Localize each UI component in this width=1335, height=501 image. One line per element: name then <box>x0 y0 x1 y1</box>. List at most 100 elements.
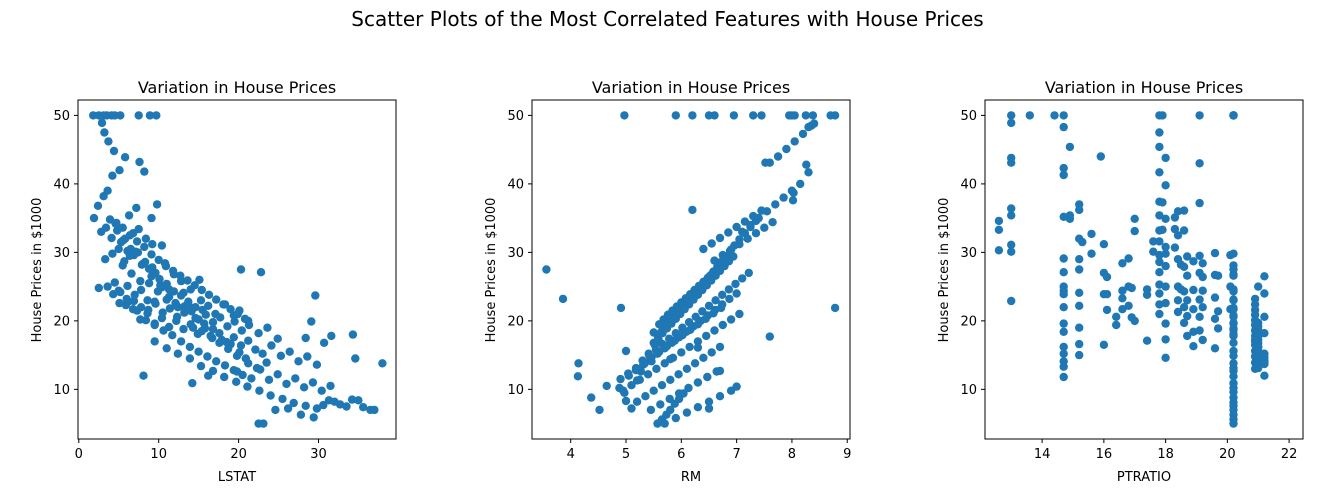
data-point <box>718 250 727 260</box>
data-point <box>616 374 625 384</box>
data-point <box>1229 249 1238 258</box>
data-point <box>1183 311 1192 321</box>
data-point <box>1099 240 1109 249</box>
data-point <box>1102 272 1112 282</box>
data-point <box>1112 312 1121 321</box>
data-point <box>125 231 135 240</box>
data-point <box>718 290 727 299</box>
data-point <box>342 402 351 411</box>
x-ticks: 0 10 20 30 <box>75 439 327 462</box>
data-point <box>1007 211 1016 220</box>
data-point <box>677 348 686 357</box>
data-point <box>134 111 143 120</box>
data-point <box>154 255 163 265</box>
data-point <box>779 193 788 202</box>
data-point <box>232 377 241 386</box>
data-point <box>104 137 113 146</box>
data-point <box>684 383 693 393</box>
data-point <box>693 403 703 412</box>
data-point <box>244 359 253 368</box>
data-point <box>264 375 274 384</box>
y-ticks: 10 20 30 40 50 <box>960 109 985 398</box>
data-point <box>139 371 148 380</box>
data-point <box>558 294 568 304</box>
data-point <box>1059 170 1068 180</box>
data-point <box>144 279 154 288</box>
data-point <box>1096 152 1106 161</box>
y-tick-label: 30 <box>507 246 524 261</box>
data-point <box>830 303 840 313</box>
data-point <box>1149 237 1158 246</box>
data-point <box>744 268 753 278</box>
data-point <box>710 111 719 120</box>
data-point <box>715 392 725 401</box>
data-point <box>159 326 168 335</box>
subplot-title: Variation in House Prices <box>1045 78 1243 97</box>
data-point <box>1179 226 1189 235</box>
data-point <box>351 354 360 363</box>
data-point <box>1059 349 1068 358</box>
data-point <box>703 372 712 382</box>
data-point <box>107 233 116 243</box>
data-point <box>809 119 819 128</box>
data-point <box>114 244 123 254</box>
data-point <box>150 337 159 346</box>
data-point <box>735 240 744 249</box>
data-point <box>208 318 218 327</box>
data-point <box>247 374 256 383</box>
data-point <box>771 200 780 209</box>
data-point <box>1149 247 1158 256</box>
data-point <box>1161 153 1170 163</box>
data-point <box>258 349 267 358</box>
data-point <box>704 301 714 310</box>
data-point <box>671 413 680 423</box>
data-point <box>674 370 683 379</box>
data-point <box>1155 237 1164 246</box>
data-point <box>1198 272 1207 282</box>
data-point <box>686 325 695 334</box>
data-point <box>1195 251 1204 260</box>
data-point <box>114 286 123 295</box>
data-point <box>1213 271 1223 280</box>
data-point <box>132 203 141 213</box>
data-point <box>198 305 207 315</box>
data-point <box>179 324 188 334</box>
data-point <box>206 331 215 341</box>
x-axis-label: PTRATIO <box>1117 470 1171 485</box>
data-point <box>319 400 328 410</box>
data-point <box>693 320 703 329</box>
data-point <box>299 383 309 392</box>
data-point <box>1179 287 1189 296</box>
data-point <box>140 167 149 176</box>
data-point <box>157 313 167 323</box>
data-point <box>378 359 387 368</box>
data-point <box>704 397 714 406</box>
data-point <box>93 201 103 210</box>
data-point <box>738 274 747 283</box>
data-point <box>1195 198 1204 208</box>
data-point <box>172 316 181 326</box>
data-point <box>1260 371 1269 380</box>
data-point <box>573 372 583 381</box>
x-tick-label: 30 <box>310 447 327 462</box>
data-point <box>143 309 152 318</box>
data-point <box>126 244 135 254</box>
data-point <box>147 250 156 259</box>
data-point <box>116 111 125 120</box>
data-point <box>317 386 326 395</box>
data-point <box>219 300 228 309</box>
y-tick-label: 40 <box>53 177 70 192</box>
data-point <box>735 309 744 319</box>
data-point <box>1059 342 1068 352</box>
data-point <box>200 319 209 328</box>
data-point <box>1210 314 1220 323</box>
data-point <box>203 352 212 361</box>
data-point <box>635 375 644 384</box>
subplot-title: Variation in House Prices <box>138 78 336 97</box>
data-point <box>699 353 708 362</box>
data-point <box>136 276 145 286</box>
y-tick-label: 10 <box>507 383 524 398</box>
data-point <box>627 381 636 390</box>
data-point <box>1173 231 1183 240</box>
x-ticks: 4 5 6 7 8 9 <box>567 439 851 462</box>
